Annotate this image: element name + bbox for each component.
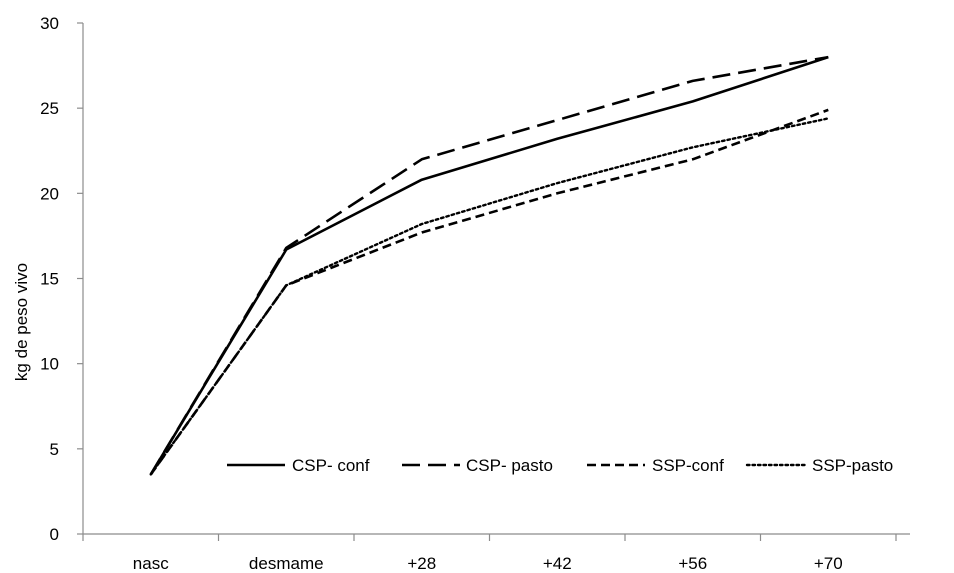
x-tick-label: +70	[814, 554, 843, 573]
x-tick-label: +28	[407, 554, 436, 573]
legend: CSP- conf CSP- pasto SSP-conf SSP-pasto	[227, 456, 893, 475]
x-tick-label: nasc	[133, 554, 169, 573]
y-axis: 0 5 10 15 20 25 30	[40, 14, 84, 544]
series-line-4	[149, 117, 830, 476]
series-line-2	[149, 55, 829, 476]
y-tick-label: 30	[40, 14, 59, 33]
y-tick-label: 20	[40, 184, 59, 203]
x-axis: nasc desmame +28 +42 +56 +70	[82, 533, 910, 573]
legend-item-4: SSP-pasto	[745, 456, 893, 475]
legend-label: SSP-pasto	[812, 456, 893, 475]
legend-item-1: CSP- conf	[227, 456, 370, 475]
series-lines	[149, 55, 830, 476]
x-tick-label: +56	[678, 554, 707, 573]
series-line-3	[149, 108, 829, 476]
y-axis-title: kg de peso vivo	[12, 263, 31, 381]
y-tick-label: 15	[40, 270, 59, 289]
legend-label: CSP- pasto	[466, 456, 553, 475]
y-tick-label: 0	[50, 525, 59, 544]
legend-label: SSP-conf	[652, 456, 724, 475]
y-tick-label: 25	[40, 99, 59, 118]
y-tick-label: 10	[40, 355, 59, 374]
legend-item-3: SSP-conf	[587, 456, 724, 475]
y-tick-label: 5	[50, 440, 59, 459]
series-line-1	[149, 55, 829, 476]
legend-label: CSP- conf	[292, 456, 370, 475]
x-tick-label: desmame	[249, 554, 324, 573]
x-tick-label: +42	[543, 554, 572, 573]
legend-item-2: CSP- pasto	[402, 456, 553, 475]
